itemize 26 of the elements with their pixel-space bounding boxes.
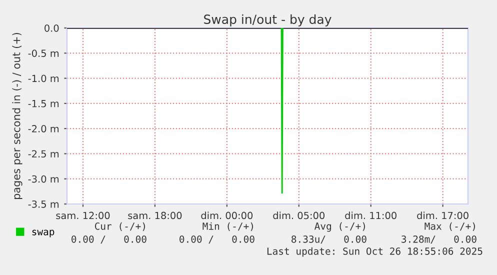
text: Last update: Sun Oct 26 18:55:06 2025 [267,247,482,257]
x-tick-label: sam. 18:00 [128,212,182,220]
x-tick-label: sam. 12:00 [56,212,110,220]
y-tick-label: -2.0 m [28,125,59,132]
text: Min (-/+) [202,222,253,231]
y-tick-label: -2.5 m [28,150,59,158]
y-tick-label: -1.0 m [28,74,59,82]
text: Avg (-/+) [314,222,365,232]
text: 0.00 / 0.00 [180,235,254,244]
chart-title: Swap in/out - by day [204,14,332,26]
y-tick-label: -3.0 m [28,175,59,183]
legend-label: swap [32,230,54,238]
text: Cur (-/+) [94,222,145,231]
x-tick-label: dim. 00:00 [201,212,253,220]
text: 0.00 / 0.00 [72,235,146,244]
y-tick-label: -0.5 m [28,50,59,57]
y-tick-label: -3.5 m [28,200,59,208]
x-tick-label: dim. 17:00 [417,212,468,220]
text: 3.28m/ 0.00 [402,235,476,244]
x-tick-label: dim. 05:00 [273,212,325,220]
y-axis-title: pages per second in (-) / out (+) [12,32,22,199]
text: Max (-/+) [424,222,475,231]
text: 8.33u/ 0.00 [292,235,366,244]
y-tick-label: -1.5 m [28,100,59,108]
y-tick-label: 0.0 [44,24,59,32]
x-tick-label: dim. 11:00 [345,212,396,220]
